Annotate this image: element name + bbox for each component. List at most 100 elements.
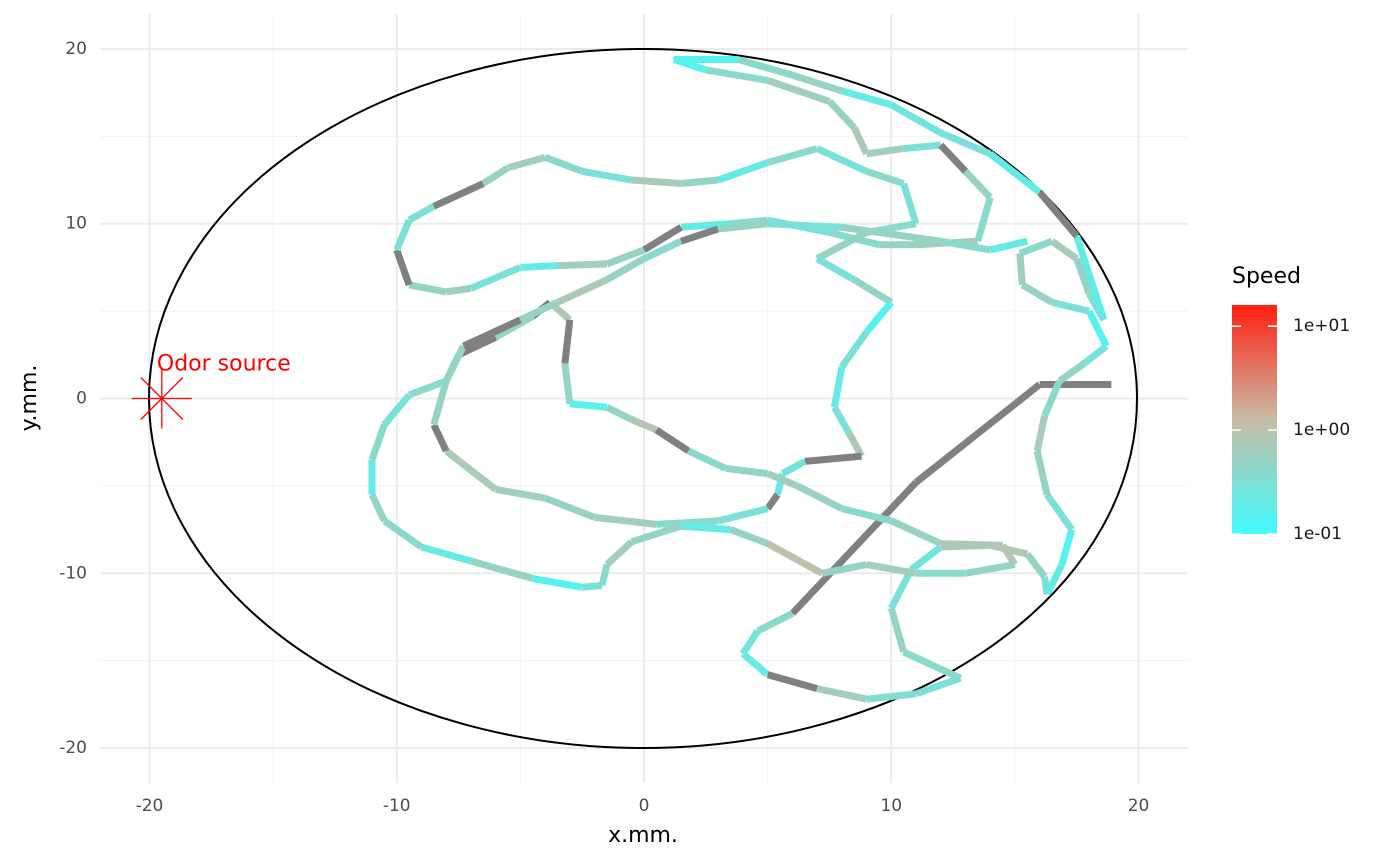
path-segment — [1020, 281, 1054, 306]
path-segment — [852, 276, 894, 306]
path-segment — [1051, 298, 1090, 315]
path-segment — [851, 126, 870, 156]
legend-tick-label: 1e-01 — [1293, 524, 1342, 544]
path-segment — [766, 470, 799, 490]
path-segment — [974, 196, 994, 243]
path-segment — [680, 220, 731, 231]
x-tick-label: -10 — [383, 796, 411, 816]
path-segment — [804, 452, 862, 465]
path-segment — [1024, 551, 1048, 579]
legend-tick-label: 1e+01 — [1293, 316, 1350, 336]
path-segment — [940, 540, 1003, 549]
path-segment — [815, 145, 869, 175]
path-segment — [407, 377, 448, 399]
path-segment — [680, 176, 719, 188]
y-tick-label: -20 — [59, 738, 87, 758]
path-segment — [654, 427, 691, 454]
path-segment — [830, 366, 846, 408]
path-segment — [430, 423, 450, 453]
path-segment — [831, 405, 853, 436]
path-segment — [1073, 257, 1093, 295]
y-tick-label: 20 — [65, 39, 87, 59]
path-segment — [717, 505, 769, 525]
path-segment — [457, 334, 498, 358]
path-segment — [764, 492, 781, 511]
path-segment — [631, 176, 682, 188]
path-segment — [432, 180, 485, 210]
y-tick-label: -10 — [59, 563, 87, 583]
path-segment — [605, 255, 646, 283]
path-segment — [605, 246, 646, 268]
path-segment — [518, 299, 559, 324]
path-segment — [725, 464, 769, 478]
path-segment — [826, 98, 857, 131]
path-segment — [1033, 450, 1051, 496]
path-segment — [887, 607, 908, 653]
path-segment — [913, 381, 1042, 486]
path-segment — [1043, 562, 1066, 596]
path-segment — [736, 56, 794, 79]
path-segment — [1016, 253, 1026, 286]
path-segment — [838, 330, 870, 370]
path-segment — [407, 203, 436, 224]
path-segment — [672, 56, 707, 74]
path-segment — [940, 237, 991, 254]
path-segment — [495, 485, 546, 502]
path-segment — [642, 224, 683, 253]
path-segment — [962, 168, 993, 200]
path-segment — [561, 363, 574, 405]
path-segment — [381, 392, 412, 427]
path-segment — [1085, 309, 1110, 348]
path-segment — [520, 262, 558, 271]
path-segment — [821, 561, 868, 577]
path-segment — [1044, 492, 1075, 532]
path-segment — [1058, 528, 1076, 566]
path-segment — [594, 513, 657, 528]
path-segment — [1073, 234, 1108, 321]
path-segment — [766, 145, 819, 166]
path-segment — [420, 543, 472, 565]
path-segment — [532, 575, 583, 591]
path-segment — [846, 431, 865, 458]
path-segment — [789, 479, 919, 616]
path-segment — [791, 71, 843, 95]
odor-source-marker — [131, 368, 192, 429]
trajectory — [131, 55, 1112, 703]
path-segment — [767, 220, 842, 231]
x-tick-label: 0 — [639, 796, 650, 816]
path-segment — [765, 540, 824, 577]
annotation-label: Odor source — [157, 352, 291, 377]
path-segment — [469, 557, 534, 582]
path-segment — [756, 610, 794, 635]
path-segment — [561, 319, 574, 364]
x-tick-label: 10 — [880, 796, 902, 816]
path-segment — [569, 400, 608, 411]
path-segment — [717, 220, 769, 233]
path-segment — [939, 129, 992, 158]
path-segment — [630, 416, 658, 434]
path-segment — [1041, 379, 1063, 418]
path-segment — [964, 561, 1016, 577]
path-segment — [687, 447, 728, 472]
path-segment — [729, 526, 769, 547]
path-segment — [717, 159, 769, 184]
path-segment — [766, 77, 831, 105]
path-segment — [1049, 238, 1079, 262]
path-segment — [1036, 190, 1080, 239]
path-segment — [507, 153, 547, 172]
path-segment — [902, 648, 962, 682]
path-segment — [605, 404, 634, 423]
path-segment — [740, 650, 770, 678]
path-segment — [368, 493, 388, 523]
path-segment — [866, 690, 917, 703]
path-segment — [604, 539, 635, 568]
path-segment — [543, 154, 584, 175]
path-segment — [988, 151, 1042, 196]
path-segment — [1018, 237, 1054, 257]
path-segment — [642, 238, 683, 262]
path-segment — [1057, 360, 1087, 384]
y-tick-label: 10 — [65, 214, 87, 234]
legend-tick-label: 1e+00 — [1293, 420, 1350, 440]
path-segment — [900, 182, 920, 225]
